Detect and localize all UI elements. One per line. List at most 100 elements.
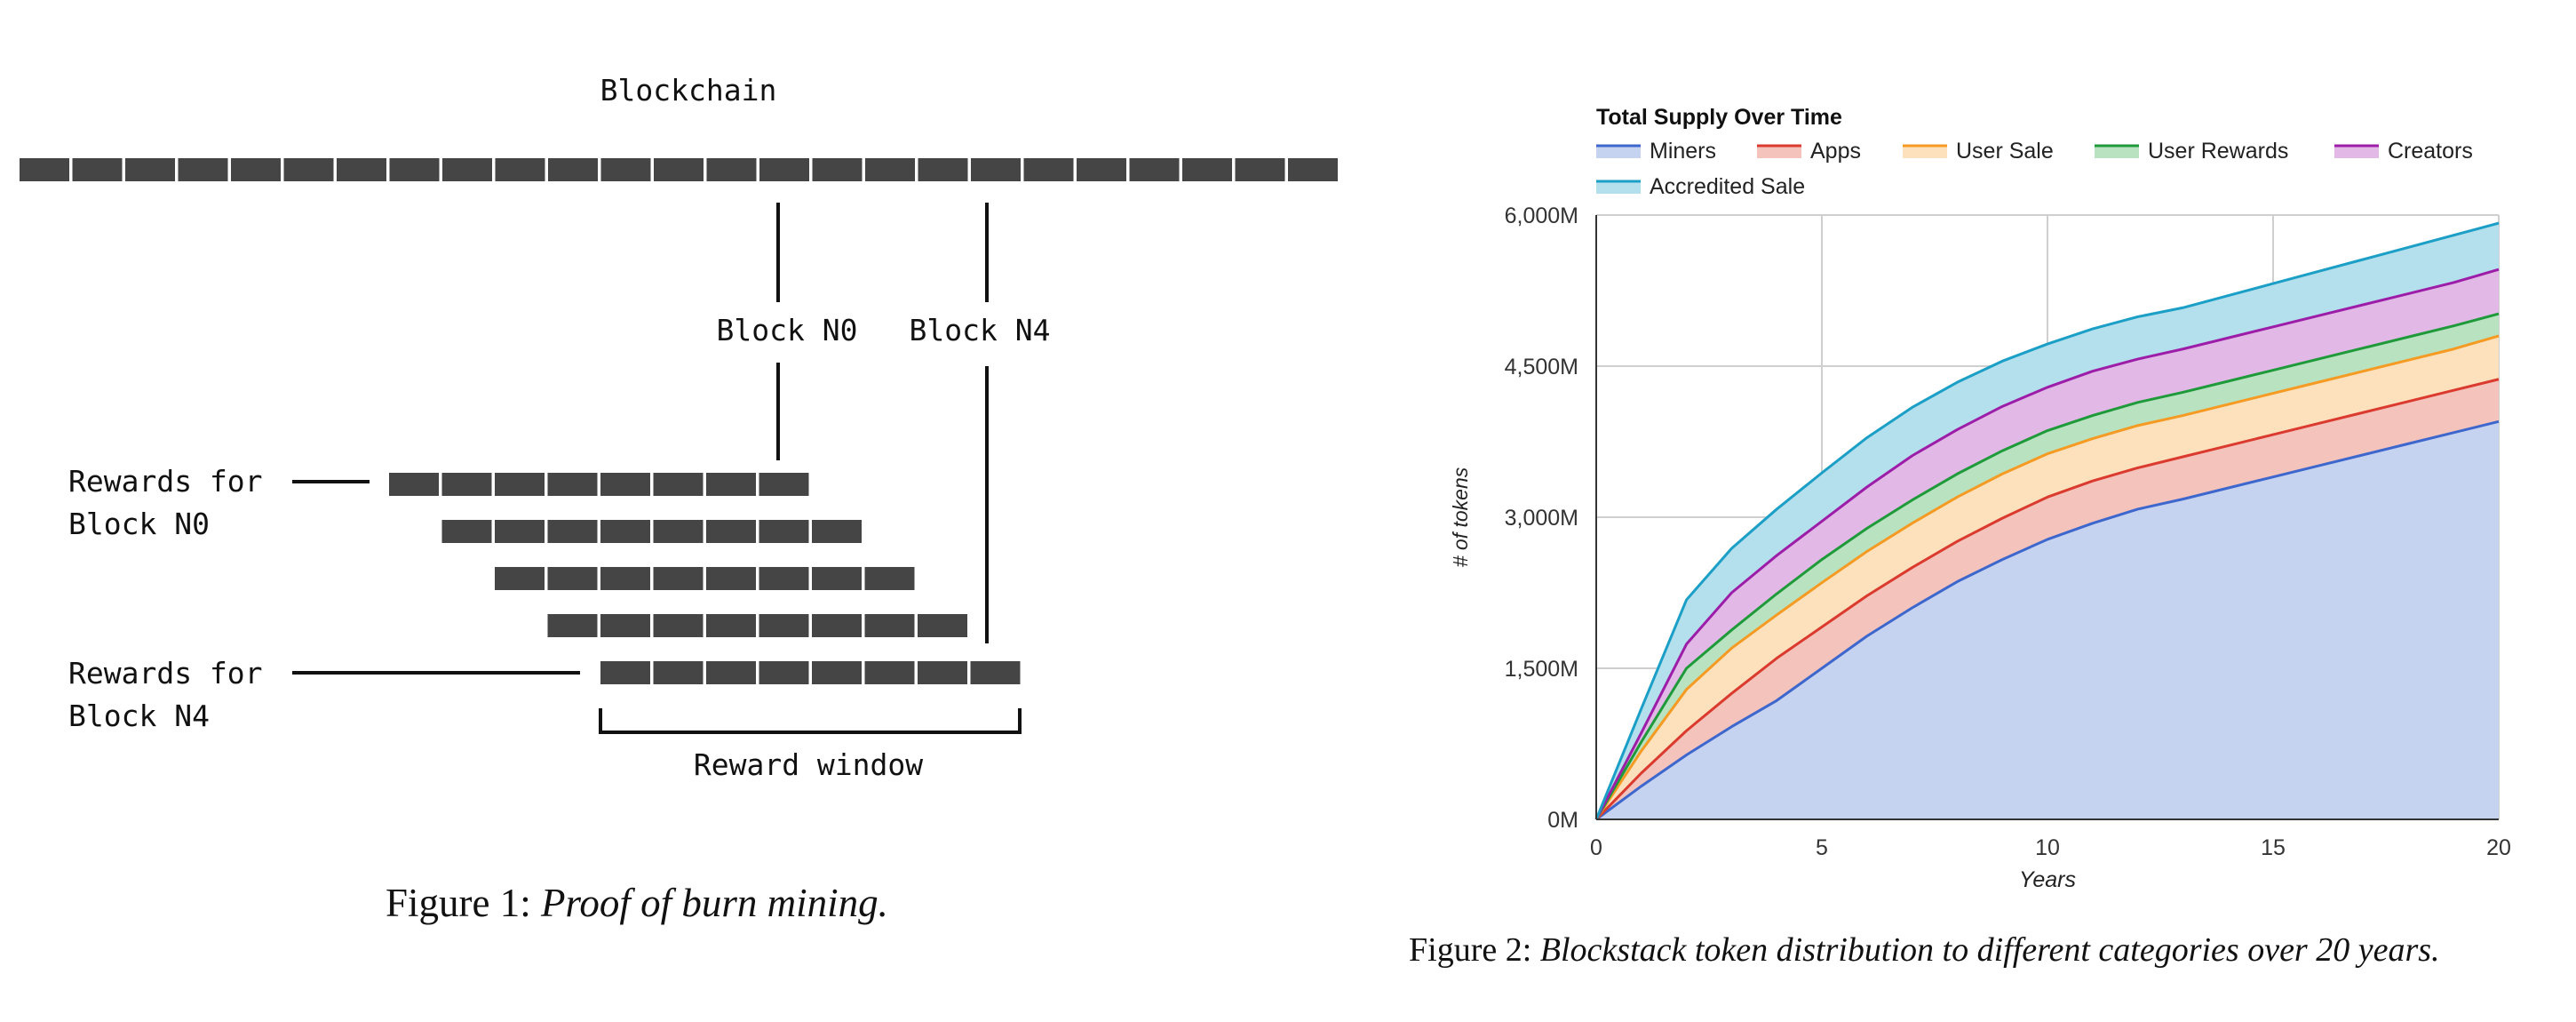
y-tick-label: 6,000M — [1505, 204, 1578, 228]
reward-block — [812, 661, 862, 684]
blockchain-block — [389, 158, 440, 181]
chart-legend: Miners Apps User Sale User Rewards Creators A… — [1596, 139, 2473, 199]
x-tick-labels: 0 5 10 15 20 — [1590, 835, 2511, 860]
reward-block — [812, 520, 862, 543]
area-band-miners — [1596, 421, 2499, 819]
blockchain-block — [178, 158, 228, 181]
reward-block — [759, 520, 809, 543]
reward-block — [547, 567, 598, 590]
proof-of-burn-diagram: Blockchain Block N0 Block N4 Rewards for… — [20, 73, 1338, 782]
blockchain-block — [495, 158, 545, 181]
reward-block — [759, 567, 809, 590]
y-axis-label: # of tokens — [1449, 467, 1472, 567]
area-band-user-sale — [1596, 336, 2499, 819]
legend-label: Creators — [2388, 139, 2473, 164]
reward-block — [389, 473, 439, 496]
reward-block — [495, 473, 545, 496]
blockchain-title: Blockchain — [600, 73, 777, 108]
blockchain-block — [548, 158, 598, 181]
block-n4-label: Block N4 — [910, 313, 1051, 347]
area-band-apps — [1596, 379, 2499, 819]
reward-block — [547, 520, 598, 543]
legend-item-user-rewards: User Rewards — [2095, 139, 2288, 164]
reward-block — [759, 661, 809, 684]
series-line-accredited-sale — [1594, 221, 2500, 820]
legend-swatch — [2334, 146, 2379, 158]
rewards-n0-label-line1: Rewards for — [68, 464, 263, 499]
chart-lines — [1594, 221, 2500, 821]
legend-item-creators: Creators — [2334, 139, 2473, 164]
reward-block — [600, 520, 650, 543]
reward-block — [918, 661, 967, 684]
blockchain-block — [1023, 158, 1074, 181]
x-tick-label: 15 — [2261, 835, 2286, 860]
x-tick-label: 5 — [1816, 835, 1828, 860]
blockchain-block — [1077, 158, 1126, 181]
reward-rows — [389, 473, 1021, 684]
y-tick-label: 4,500M — [1505, 355, 1578, 379]
blockchain-block — [20, 158, 69, 181]
blockchain-block — [600, 158, 651, 181]
blockchain-block — [1235, 158, 1285, 181]
legend-swatch — [1596, 181, 1641, 194]
legend-label: User Sale — [1956, 139, 2054, 164]
chart-areas — [1596, 223, 2499, 820]
legend-swatch — [1596, 146, 1641, 158]
reward-block — [653, 567, 704, 590]
reward-window-label: Reward window — [694, 747, 923, 782]
blockchain-block — [865, 158, 915, 181]
reward-block — [864, 661, 915, 684]
reward-block — [706, 661, 756, 684]
legend-label: Accredited Sale — [1650, 174, 1805, 199]
chart-axes — [1595, 215, 2499, 820]
reward-block — [653, 520, 704, 543]
rewards-n4-label-line2: Block N4 — [68, 699, 210, 733]
reward-block — [706, 473, 756, 496]
reward-block — [600, 473, 650, 496]
figure2-caption: Figure 2: Blockstack token distribution … — [1409, 930, 2440, 970]
blockchain-blocks — [20, 158, 1338, 181]
reward-block — [653, 473, 704, 496]
reward-block — [495, 520, 545, 543]
token-supply-chart: Total Supply Over Time Miners Apps User Sa… — [1449, 105, 2511, 892]
legend-swatch — [2095, 146, 2139, 158]
blockchain-block — [1129, 158, 1180, 181]
chart-title: Total Supply Over Time — [1596, 105, 1842, 130]
figure1-caption-text: Proof of burn mining. — [541, 881, 888, 925]
legend-label: User Rewards — [2148, 139, 2288, 164]
reward-block — [812, 614, 862, 637]
legend-item-user-sale: User Sale — [1903, 139, 2054, 164]
area-band-accredited-sale — [1596, 223, 2499, 820]
legend-item-accredited-sale: Accredited Sale — [1596, 174, 1805, 199]
series-line-miners — [1595, 419, 2500, 821]
reward-block — [706, 520, 756, 543]
blockchain-block — [283, 158, 334, 181]
reward-block — [653, 661, 704, 684]
reward-block — [495, 567, 545, 590]
blockchain-block — [442, 158, 492, 181]
reward-block — [547, 614, 598, 637]
blockchain-block — [654, 158, 704, 181]
reward-block — [970, 661, 1021, 684]
blockchain-block — [759, 158, 809, 181]
legend-label: Miners — [1650, 139, 1716, 164]
blockchain-block — [231, 158, 281, 181]
figure1-caption: Figure 1: Proof of burn mining. — [386, 880, 888, 926]
rewards-n4-label-line1: Rewards for — [68, 656, 263, 691]
figure1-caption-prefix: Figure 1: — [386, 881, 531, 925]
x-axis-label: Years — [2019, 867, 2076, 892]
y-tick-label: 3,000M — [1505, 506, 1578, 531]
figure2-caption-prefix: Figure 2: — [1409, 931, 1532, 969]
blockchain-block — [971, 158, 1021, 181]
blockchain-block — [918, 158, 968, 181]
blockchain-block — [706, 158, 757, 181]
blockchain-block — [125, 158, 175, 181]
block-n0-label: Block N0 — [717, 313, 858, 347]
reward-block — [706, 567, 756, 590]
reward-block — [600, 614, 650, 637]
blockchain-block — [337, 158, 386, 181]
series-line-user-sale — [1594, 334, 2500, 820]
reward-block — [600, 567, 650, 590]
x-tick-label: 0 — [1590, 835, 1602, 860]
reward-block — [812, 567, 862, 590]
